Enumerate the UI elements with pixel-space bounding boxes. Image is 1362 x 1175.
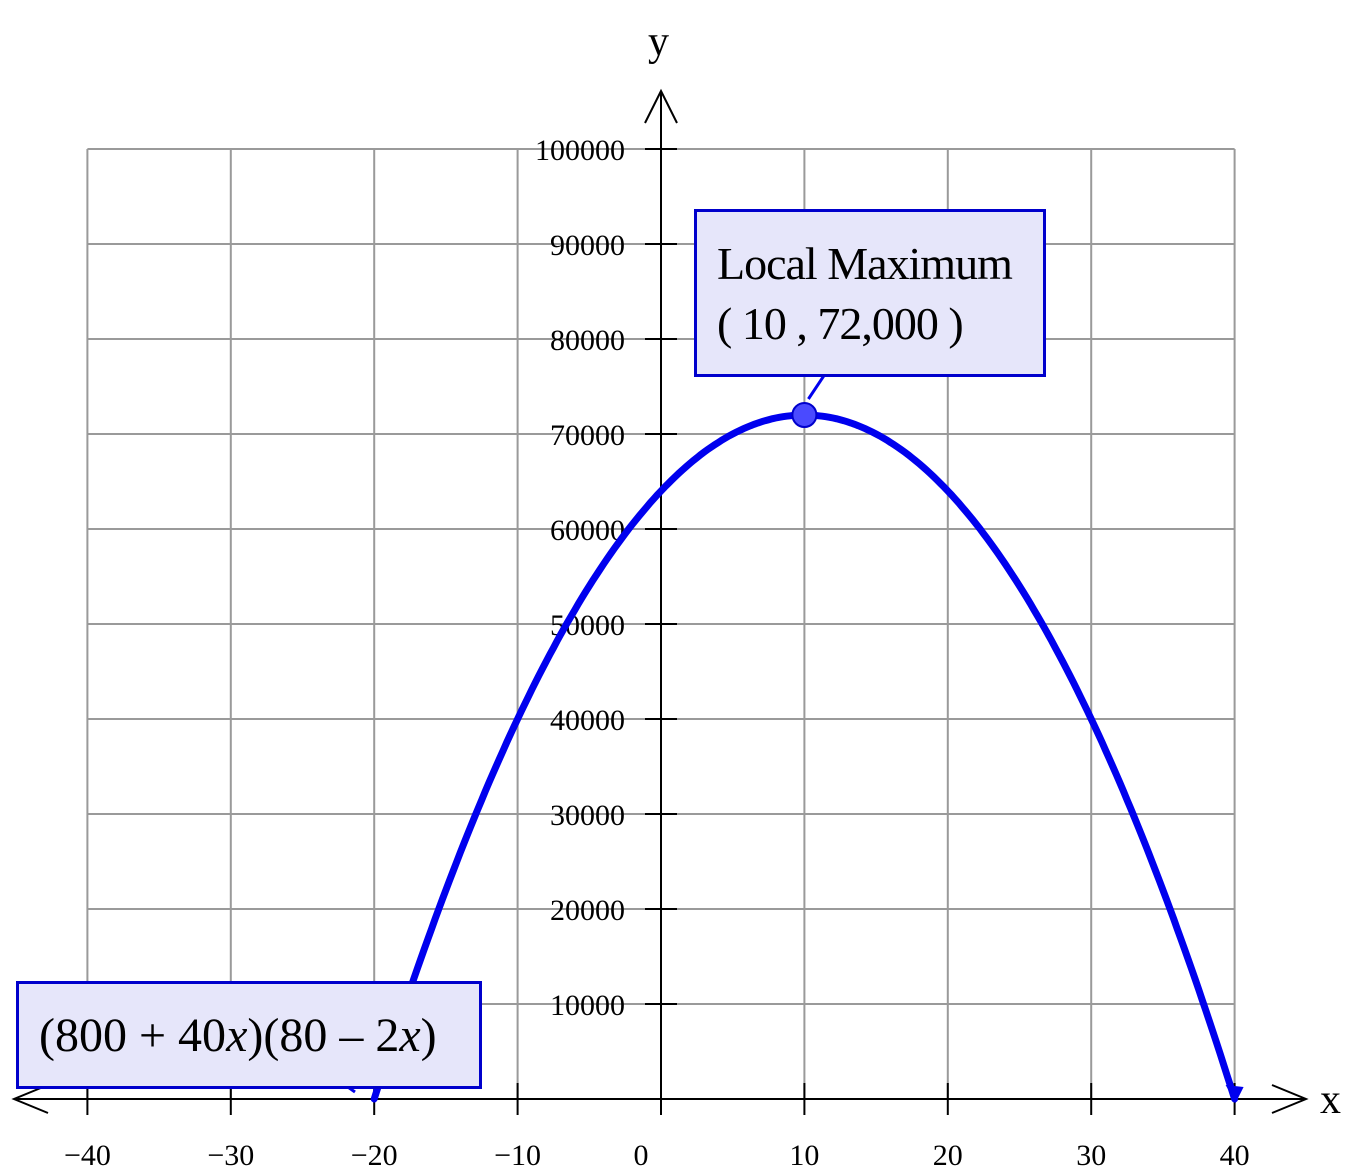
function-part: ) bbox=[420, 1009, 437, 1062]
local-maximum-title: Local Maximum bbox=[717, 238, 1013, 289]
y-tick-label: 90000 bbox=[550, 229, 625, 262]
x-tick-label: −40 bbox=[64, 1139, 111, 1172]
y-tick-label: 10000 bbox=[550, 989, 625, 1022]
local-maximum-callout: Local Maximum ( 10 , 72,000 ) bbox=[694, 209, 1046, 377]
y-tick-label: 20000 bbox=[550, 894, 625, 927]
y-tick-label: 80000 bbox=[550, 324, 625, 357]
function-variable: x bbox=[399, 1009, 421, 1062]
x-tick-label: 10 bbox=[789, 1139, 819, 1172]
function-label-box: (800 + 40x)(80 – 2x) bbox=[16, 981, 482, 1089]
function-part: )(80 – 2 bbox=[247, 1009, 400, 1062]
tick-labels: −40 −30 −20 −10 0 10 20 30 40 10000 20000 30000 4000… bbox=[64, 134, 1250, 1172]
x-tick-label: 30 bbox=[1076, 1139, 1106, 1172]
local-maximum-leader bbox=[807, 374, 826, 400]
x-tick-label: 0 bbox=[634, 1139, 649, 1172]
y-tick-label: 30000 bbox=[550, 799, 625, 832]
x-tick-label: 40 bbox=[1220, 1139, 1250, 1172]
local-maximum-marker bbox=[791, 402, 818, 428]
x-axis-arrow-right bbox=[1271, 1084, 1309, 1114]
curve-end-arrow bbox=[1225, 1085, 1244, 1103]
function-variable: x bbox=[226, 1009, 248, 1062]
x-axis-label: x bbox=[1320, 1077, 1341, 1123]
y-tick-label: 70000 bbox=[550, 419, 625, 452]
x-tick-label: −10 bbox=[494, 1139, 541, 1172]
x-tick-label: −30 bbox=[207, 1139, 254, 1172]
x-tick-label: −20 bbox=[351, 1139, 398, 1172]
y-tick-label: 40000 bbox=[550, 704, 625, 737]
local-maximum-coords: ( 10 , 72,000 ) bbox=[717, 298, 964, 349]
y-axis-arrow bbox=[644, 88, 678, 124]
x-tick-label: 20 bbox=[933, 1139, 963, 1172]
ticks bbox=[86, 148, 1236, 1115]
y-tick-label: 60000 bbox=[550, 514, 625, 547]
function-part: (800 + 40 bbox=[39, 1009, 227, 1062]
y-axis-label: y bbox=[648, 19, 669, 65]
y-tick-label: 100000 bbox=[535, 134, 625, 167]
marker-layer bbox=[344, 374, 1244, 1103]
x-axis-arrow-left bbox=[11, 1084, 49, 1114]
